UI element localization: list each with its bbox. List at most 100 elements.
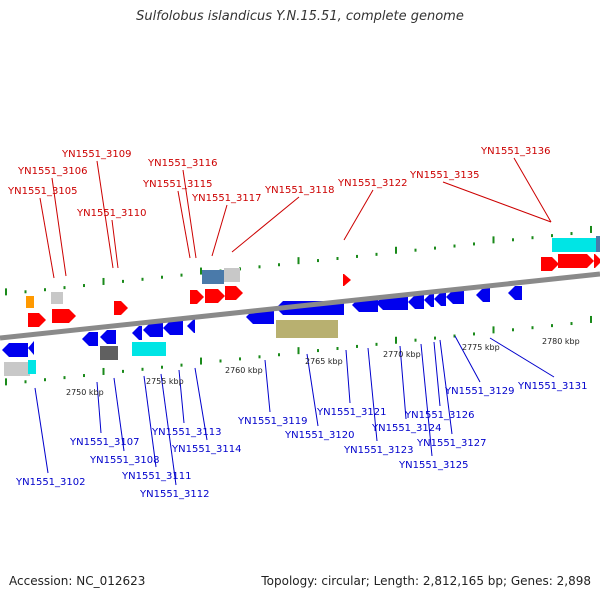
gene-arrow: [114, 301, 128, 315]
genome-title: Sulfolobus islandicus Y.N.15.51, complet…: [136, 9, 464, 24]
gene-arrow: [408, 295, 424, 309]
gene-arrow: [143, 323, 163, 337]
gene-arrow: [28, 313, 46, 327]
leader-line: [367, 347, 378, 442]
gene-label-forward: YN1551_3110: [76, 208, 147, 219]
leader-line: [433, 341, 441, 407]
leader-line: [231, 196, 300, 253]
leader-line: [211, 204, 228, 257]
gene-label-reverse: YN1551_3127: [416, 438, 487, 449]
scale-label: 2755 kbp: [146, 377, 184, 386]
gene-block: [224, 268, 240, 282]
gene-arrow: [163, 321, 183, 335]
gene-arrow: [132, 326, 142, 340]
leader-line: [489, 337, 555, 378]
gene-arrow: [446, 290, 464, 304]
gene-arrow: [52, 309, 76, 323]
genome-summary-text: Topology: circular; Length: 2,812,165 bp…: [261, 574, 591, 588]
gene-label-forward: YN1551_3122: [337, 178, 408, 189]
scale-label: 2780 kbp: [542, 337, 580, 346]
gene-label-reverse: YN1551_3102: [15, 477, 86, 488]
gene-block: [28, 360, 36, 374]
gene-arrow: [190, 290, 204, 304]
gene-arrow: [434, 292, 446, 306]
leader-line: [39, 197, 55, 279]
leader-line: [454, 335, 481, 383]
scale-label: 2765 kbp: [305, 357, 343, 366]
leader-line: [96, 160, 114, 269]
gene-label-reverse: YN1551_3124: [371, 423, 442, 434]
gene-arrow: [100, 330, 116, 344]
gene-label-forward: YN1551_3135: [409, 170, 480, 181]
gene-label-forward: YN1551_3115: [142, 179, 213, 190]
gene-label-reverse: YN1551_3121: [316, 407, 387, 418]
genome-backbone: [0, 271, 600, 341]
gene-arrow: [82, 332, 98, 346]
gene-arrow: [541, 257, 559, 271]
gene-label-reverse: YN1551_3123: [343, 445, 414, 456]
gene-block: [26, 296, 34, 308]
leader-line: [439, 339, 453, 435]
gene-arrow: [28, 341, 34, 355]
gene-labels: YN1551_3105 YN1551_3106 YN1551_3109 YN1551_…: [7, 146, 588, 500]
gene-block: [4, 362, 30, 376]
gene-label-forward: YN1551_3118: [264, 185, 335, 196]
gene-block: [51, 292, 63, 304]
leader-line: [513, 157, 552, 223]
label-leader-lines: [34, 157, 555, 486]
gene-label-reverse: YN1551_3114: [171, 444, 242, 455]
gene-arrow: [424, 293, 434, 307]
gene-arrow: [225, 286, 243, 300]
leader-line: [182, 169, 197, 259]
leader-line: [345, 349, 351, 404]
gene-block: [132, 342, 166, 356]
leader-line: [143, 375, 157, 468]
gene-label-reverse: YN1551_3120: [284, 430, 355, 441]
gene-arrow: [594, 254, 600, 268]
leader-line: [96, 381, 102, 434]
scale-labels: 2750 kbp 2755 kbp 2760 kbp 2765 kbp 2770 kbp…: [66, 337, 580, 397]
gene-arrow: [205, 289, 225, 303]
gene-block: [100, 346, 118, 360]
leader-line: [160, 373, 177, 486]
gene-label-reverse: YN1551_3107: [69, 437, 140, 448]
leader-line: [178, 369, 185, 424]
gene-arrow: [476, 288, 490, 302]
leader-line: [113, 377, 125, 452]
gene-block: [202, 270, 224, 284]
gene-label-reverse: YN1551_3131: [517, 381, 588, 392]
gene-label-forward: YN1551_3106: [17, 166, 88, 177]
leader-line: [111, 219, 119, 269]
gene-label-reverse: YN1551_3112: [139, 489, 210, 500]
gene-label-forward: YN1551_3136: [480, 146, 551, 157]
bottom-tick-track: [5, 315, 592, 386]
leader-line: [177, 190, 191, 259]
scale-label: 2775 kbp: [462, 343, 500, 352]
scale-label: 2770 kbp: [383, 350, 421, 359]
gene-arrow: [558, 254, 594, 268]
leader-line: [34, 387, 49, 474]
gene-arrow: [187, 319, 195, 333]
gene-arrow: [343, 274, 351, 286]
leader-line: [343, 189, 374, 241]
gene-arrow: [2, 343, 28, 357]
leader-line: [306, 353, 319, 427]
scale-label: 2760 kbp: [225, 366, 263, 375]
leader-line: [399, 345, 407, 420]
scale-label: 2750 kbp: [66, 388, 104, 397]
gene-label-forward: YN1551_3117: [191, 193, 262, 204]
gene-label-reverse: YN1551_3113: [151, 427, 222, 438]
leader-line: [264, 359, 271, 413]
leader-line: [420, 343, 433, 457]
gene-label-reverse: YN1551_3126: [404, 410, 475, 421]
gene-label-reverse: YN1551_3125: [398, 460, 469, 471]
gene-label-forward: YN1551_3105: [7, 186, 78, 197]
gene-features: [2, 236, 600, 376]
leader-line: [442, 181, 552, 223]
gene-label-forward: YN1551_3109: [61, 149, 132, 160]
gene-label-reverse: YN1551_3119: [237, 416, 308, 427]
gene-label-reverse: YN1551_3111: [121, 471, 192, 482]
gene-label-reverse: YN1551_3108: [89, 455, 160, 466]
gene-arrow: [508, 286, 522, 300]
